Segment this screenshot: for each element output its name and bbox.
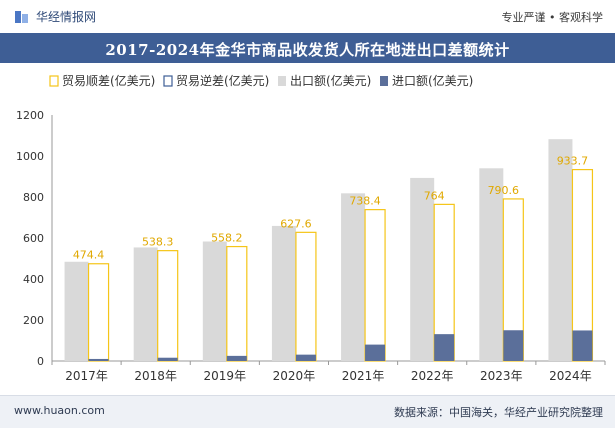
surplus-bar bbox=[157, 250, 179, 362]
legend-swatch-4 bbox=[380, 76, 388, 86]
x-tick-label: 2021年 bbox=[342, 369, 385, 383]
export-bar bbox=[410, 177, 435, 361]
y-tick-label: 600 bbox=[23, 232, 44, 245]
surplus-data-label: 790.6 bbox=[488, 184, 520, 197]
import-bar bbox=[365, 344, 386, 361]
surplus-data-label: 764 bbox=[424, 189, 445, 202]
surplus-data-label: 933.7 bbox=[557, 155, 589, 168]
y-tick-label: 200 bbox=[23, 314, 44, 327]
y-tick-label: 1000 bbox=[16, 150, 44, 163]
import-bar bbox=[503, 330, 524, 361]
brand-name: 华经情报网 bbox=[36, 10, 97, 24]
import-bar bbox=[295, 354, 316, 361]
import-bar bbox=[434, 334, 455, 361]
legend-label-1: 贸易顺差(亿美元) bbox=[62, 73, 155, 88]
legend-label-2: 贸易逆差(亿美元) bbox=[176, 73, 269, 88]
x-tick-label: 2022年 bbox=[411, 369, 454, 383]
tagline: 专业严谨 • 客观科学 bbox=[501, 11, 603, 24]
export-bar bbox=[133, 247, 158, 361]
import-bar bbox=[572, 330, 593, 361]
surplus-data-label: 558.2 bbox=[211, 232, 243, 245]
brand[interactable]: 华经情报网 bbox=[14, 8, 96, 25]
y-tick-label: 0 bbox=[37, 355, 44, 368]
export-bar bbox=[479, 168, 504, 361]
import-bar bbox=[157, 357, 178, 361]
legend-label-3: 出口额(亿美元) bbox=[290, 73, 371, 88]
footer-source: 数据来源：中国海关，华经产业研究院整理 bbox=[394, 406, 603, 419]
import-bar bbox=[226, 355, 247, 361]
export-bar bbox=[548, 139, 573, 361]
surplus-data-label: 738.4 bbox=[349, 195, 381, 208]
x-tick-label: 2019年 bbox=[204, 369, 247, 383]
y-tick-label: 1200 bbox=[16, 109, 44, 122]
chart-area: 贸易顺差(亿美元) 贸易逆差(亿美元) 出口额(亿美元) 进口额(亿美元) 0 200 40… bbox=[16, 73, 606, 383]
surplus-data-label: 474.4 bbox=[73, 249, 105, 262]
x-tick-label: 2017年 bbox=[65, 369, 108, 383]
surplus-data-label: 627.6 bbox=[280, 217, 312, 230]
y-tick-label: 800 bbox=[23, 191, 44, 204]
x-tick-label: 2024年 bbox=[549, 369, 592, 383]
export-bar bbox=[271, 225, 296, 361]
surplus-bar bbox=[226, 245, 248, 362]
title-bar: 2017-2024年金华市商品收发货人所在地进出口差额统计 bbox=[0, 33, 615, 63]
legend-swatch-2 bbox=[163, 75, 173, 87]
top-bar: 华经情报网 专业严谨 • 客观科学 bbox=[0, 0, 615, 34]
export-bar bbox=[341, 193, 366, 361]
legend-label-4: 进口额(亿美元) bbox=[392, 73, 473, 88]
surplus-bar bbox=[87, 263, 110, 362]
import-bar bbox=[88, 358, 109, 361]
x-tick-label: 2018年 bbox=[134, 369, 177, 383]
surplus-bar bbox=[364, 209, 386, 362]
legend-swatch-3 bbox=[278, 76, 286, 86]
chart-title: 2017-2024年金华市商品收发货人所在地进出口差额统计 bbox=[105, 41, 510, 59]
export-bar bbox=[202, 241, 227, 361]
surplus-data-label: 538.3 bbox=[142, 236, 174, 249]
y-tick-label: 400 bbox=[23, 273, 44, 286]
x-tick-label: 2020年 bbox=[273, 369, 316, 383]
legend-swatch-1 bbox=[49, 75, 59, 87]
x-tick-label: 2023年 bbox=[480, 369, 523, 383]
surplus-bar bbox=[295, 231, 317, 362]
huajing-logo-icon bbox=[15, 10, 28, 23]
export-bar bbox=[64, 261, 89, 361]
footer-website[interactable]: www.huaon.com bbox=[14, 404, 105, 417]
footer: www.huaon.com 数据来源：中国海关，华经产业研究院整理 bbox=[0, 395, 615, 428]
